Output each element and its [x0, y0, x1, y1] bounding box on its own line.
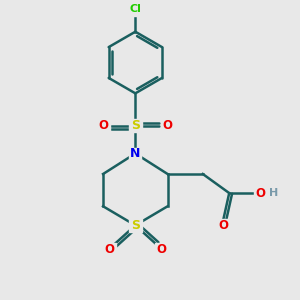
Text: O: O — [104, 243, 115, 256]
Bar — [130, 148, 141, 159]
Text: O: O — [99, 119, 109, 132]
Text: O: O — [218, 219, 228, 232]
Text: S: S — [131, 119, 140, 132]
Text: S: S — [131, 219, 140, 232]
Bar — [160, 119, 173, 132]
Text: O: O — [156, 243, 166, 256]
Text: Cl: Cl — [129, 4, 141, 14]
Text: N: N — [130, 147, 140, 160]
Bar — [155, 243, 168, 256]
Text: O: O — [162, 119, 172, 132]
Bar — [103, 243, 116, 256]
Text: H: H — [269, 188, 278, 198]
Bar — [127, 2, 143, 16]
Bar — [254, 187, 267, 200]
Bar — [129, 119, 142, 132]
Text: O: O — [255, 187, 265, 200]
Bar — [129, 219, 142, 232]
Bar — [217, 220, 230, 232]
Bar — [97, 119, 110, 132]
